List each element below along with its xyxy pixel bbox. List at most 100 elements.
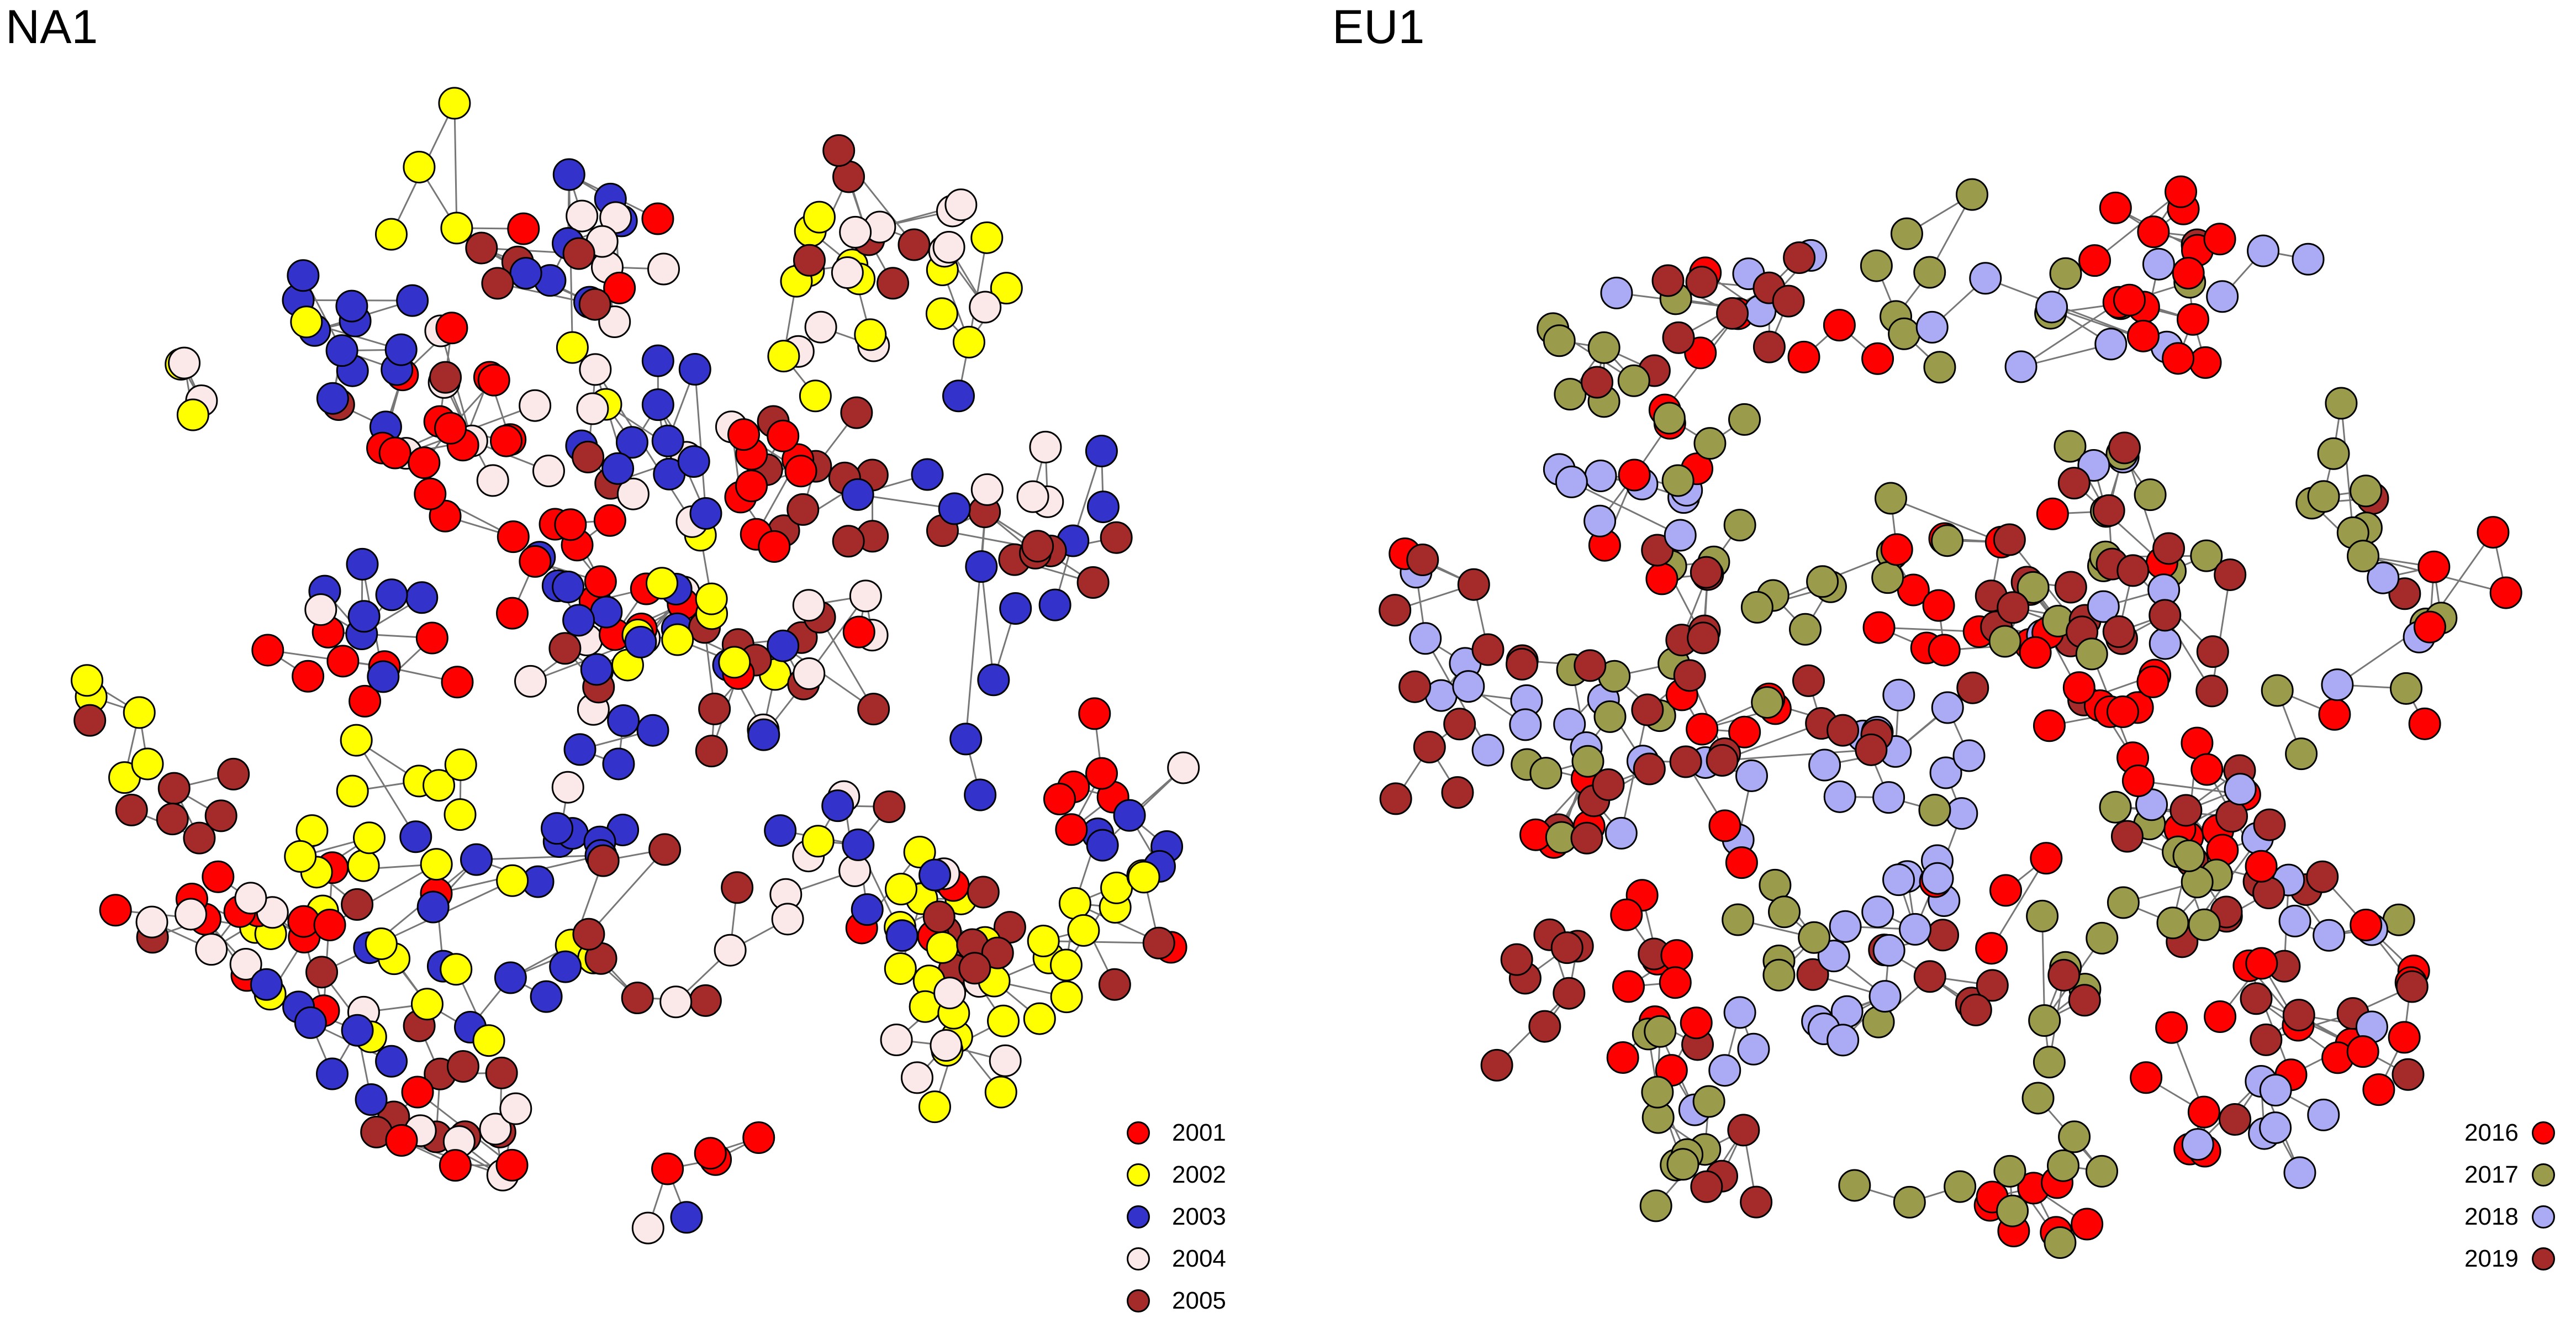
node bbox=[1708, 1054, 1741, 1087]
node bbox=[1633, 752, 1666, 785]
node bbox=[1723, 996, 1756, 1029]
node bbox=[1662, 321, 1695, 354]
node bbox=[429, 361, 462, 394]
edge bbox=[2020, 302, 2120, 368]
node bbox=[1783, 241, 1816, 274]
node bbox=[2261, 674, 2294, 707]
node bbox=[441, 666, 474, 699]
node bbox=[698, 692, 731, 725]
node bbox=[1740, 1185, 1773, 1219]
node bbox=[2395, 970, 2429, 1003]
node bbox=[900, 1061, 933, 1094]
node bbox=[2019, 636, 2052, 669]
legend-item: 2005 bbox=[1127, 1287, 1226, 1315]
node bbox=[2187, 1095, 2220, 1129]
node bbox=[292, 660, 325, 693]
node bbox=[1944, 1170, 1977, 1203]
node bbox=[572, 918, 605, 951]
node bbox=[2240, 982, 2273, 1015]
node bbox=[1506, 647, 1539, 681]
network-graph bbox=[1379, 175, 2522, 1259]
node bbox=[460, 843, 493, 876]
node bbox=[1653, 402, 1686, 435]
node bbox=[938, 492, 971, 525]
node bbox=[217, 757, 250, 790]
node bbox=[2347, 540, 2380, 573]
edge bbox=[1722, 748, 1871, 761]
node bbox=[933, 977, 967, 1010]
node bbox=[659, 985, 693, 1019]
node bbox=[415, 621, 448, 655]
node bbox=[1861, 342, 1894, 375]
node bbox=[353, 821, 386, 855]
node bbox=[2250, 1023, 2283, 1056]
node bbox=[670, 1201, 703, 1234]
legend-label: 2019 bbox=[2464, 1245, 2519, 1272]
node bbox=[2075, 637, 2108, 671]
node bbox=[2137, 215, 2170, 249]
node bbox=[1666, 1148, 1699, 1181]
edge bbox=[1878, 626, 1979, 632]
node bbox=[2106, 695, 2139, 728]
node bbox=[2350, 909, 2383, 942]
node bbox=[999, 592, 1032, 625]
legend-label: 2004 bbox=[1172, 1245, 1226, 1272]
legend-label: 2018 bbox=[2464, 1203, 2519, 1230]
node bbox=[969, 291, 1002, 324]
node bbox=[403, 150, 436, 183]
edge bbox=[2094, 191, 2182, 261]
node bbox=[2044, 1226, 2077, 1259]
node bbox=[439, 1149, 472, 1182]
node bbox=[2152, 532, 2186, 565]
node bbox=[2113, 283, 2146, 317]
node bbox=[742, 1121, 775, 1154]
node bbox=[1690, 556, 1723, 589]
edge bbox=[1991, 857, 2047, 949]
node bbox=[1787, 340, 1820, 373]
node bbox=[2188, 908, 2221, 941]
node bbox=[2285, 737, 2318, 771]
node bbox=[2004, 350, 2037, 383]
node bbox=[340, 724, 373, 757]
node bbox=[1808, 748, 1841, 782]
node bbox=[967, 876, 1000, 909]
node bbox=[1480, 1048, 1513, 1082]
node bbox=[316, 1057, 349, 1090]
network-panel-na1: NA1 2001 2002 2003 2004 2005 bbox=[6, 3, 1226, 1315]
node bbox=[1500, 943, 1533, 976]
node bbox=[2058, 1120, 2091, 1153]
node bbox=[440, 212, 473, 245]
node bbox=[1023, 1002, 1056, 1035]
node bbox=[1798, 921, 1831, 954]
node bbox=[2203, 223, 2236, 256]
node bbox=[1664, 519, 1697, 552]
node bbox=[175, 898, 208, 931]
node bbox=[695, 735, 728, 768]
node bbox=[1829, 910, 1862, 943]
node bbox=[1806, 565, 1839, 598]
node bbox=[2057, 467, 2091, 500]
node bbox=[987, 1004, 1020, 1037]
legend-item: 2003 bbox=[1127, 1203, 1226, 1231]
node bbox=[1823, 309, 1856, 342]
node bbox=[168, 346, 201, 379]
node bbox=[2086, 921, 2119, 955]
node bbox=[2087, 590, 2120, 623]
node bbox=[1716, 297, 1749, 330]
node bbox=[1913, 256, 1946, 289]
node bbox=[1641, 1076, 1674, 1109]
node bbox=[587, 844, 620, 877]
node bbox=[641, 344, 674, 377]
node bbox=[2392, 1058, 2425, 1091]
node bbox=[490, 424, 523, 457]
node bbox=[444, 748, 477, 781]
node bbox=[2033, 709, 2066, 742]
legend-item: 2001 bbox=[1127, 1119, 1226, 1147]
nodes bbox=[1379, 175, 2522, 1259]
node bbox=[375, 1045, 408, 1078]
legend-item: 2018 bbox=[2464, 1203, 2555, 1231]
node bbox=[507, 212, 540, 245]
node bbox=[420, 848, 453, 881]
node bbox=[1789, 613, 1822, 646]
node bbox=[541, 812, 574, 845]
